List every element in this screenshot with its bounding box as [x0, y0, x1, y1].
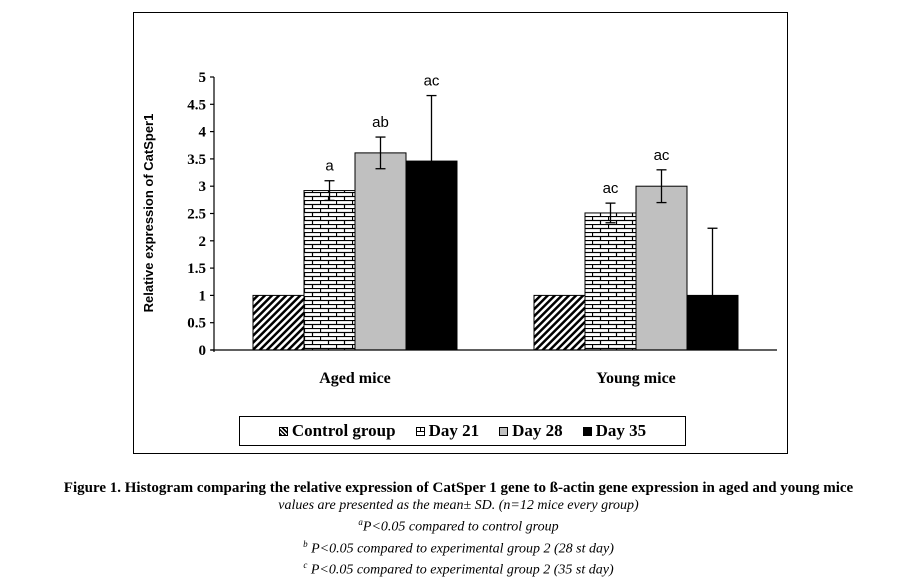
x-category-label: Aged mice: [319, 370, 391, 387]
y-tick-label: 1.5: [187, 261, 206, 277]
legend-item-day35: Day 35: [582, 421, 647, 441]
legend-swatch-gray: [499, 426, 509, 436]
caption-title: Figure 1. Histogram comparing the relati…: [63, 480, 854, 496]
significance-label: ac: [424, 73, 440, 90]
y-tick-label: 2.5: [187, 207, 206, 223]
chart-frame: [133, 12, 788, 454]
y-tick-label: 2: [199, 234, 207, 250]
y-tick-label: 3.5: [187, 152, 206, 168]
x-category-label: Young mice: [596, 370, 676, 387]
footnote-b: b P<0.05 compared to experimental group …: [303, 538, 614, 557]
y-tick-label: 4.5: [187, 97, 206, 113]
y-tick-label: 1: [199, 288, 207, 304]
legend-swatch-hatch: [278, 426, 288, 436]
legend-swatch-black: [582, 426, 592, 436]
legend-label: Control group: [291, 421, 396, 440]
bar-day-21-young: [584, 212, 637, 351]
legend-item-day28: Day 28: [499, 421, 563, 441]
bar-day-28-aged: [354, 152, 407, 351]
bar-chart: Relative expression of CatSper1 0 0.5 1 1.5…: [141, 70, 777, 387]
bar-day-21-aged: [303, 190, 356, 351]
legend-swatch-brick: [415, 426, 425, 436]
bar-control-group-aged: [252, 294, 305, 351]
y-tick-label: 4: [199, 125, 207, 141]
significance-label: ac: [654, 147, 670, 164]
legend-label: Day 21: [428, 421, 480, 440]
legend-item-day21: Day 21: [415, 421, 480, 441]
caption-note: values are presented as the mean± SD. (n…: [278, 498, 639, 513]
legend-label: Day 35: [595, 421, 647, 440]
significance-label: ab: [372, 114, 389, 131]
y-axis-label: Relative expression of CatSper1: [141, 114, 156, 313]
bar-day-28-young: [635, 185, 688, 351]
footnote-c: c P<0.05 compared to experimental group …: [303, 560, 614, 578]
significance-label: a: [325, 158, 334, 175]
y-tick-label: 3: [199, 179, 207, 195]
significance-label: ac: [603, 180, 619, 197]
legend-item-control: Control group: [278, 421, 396, 441]
y-tick-label: 0: [199, 343, 207, 359]
bar-control-group-young: [533, 294, 586, 351]
y-tick-label: 5: [199, 70, 207, 86]
bar-day-35-young: [686, 294, 739, 351]
legend-label: Day 28: [512, 421, 563, 440]
y-tick-label: 0.5: [187, 316, 206, 332]
legend: Control group Day 21 Day 28 Day 35: [239, 416, 686, 446]
bar-day-35-aged: [405, 160, 458, 351]
figure-caption: Figure 1. Histogram comparing the relati…: [0, 480, 917, 579]
footnote-a: aP<0.05 compared to control group: [358, 517, 559, 535]
